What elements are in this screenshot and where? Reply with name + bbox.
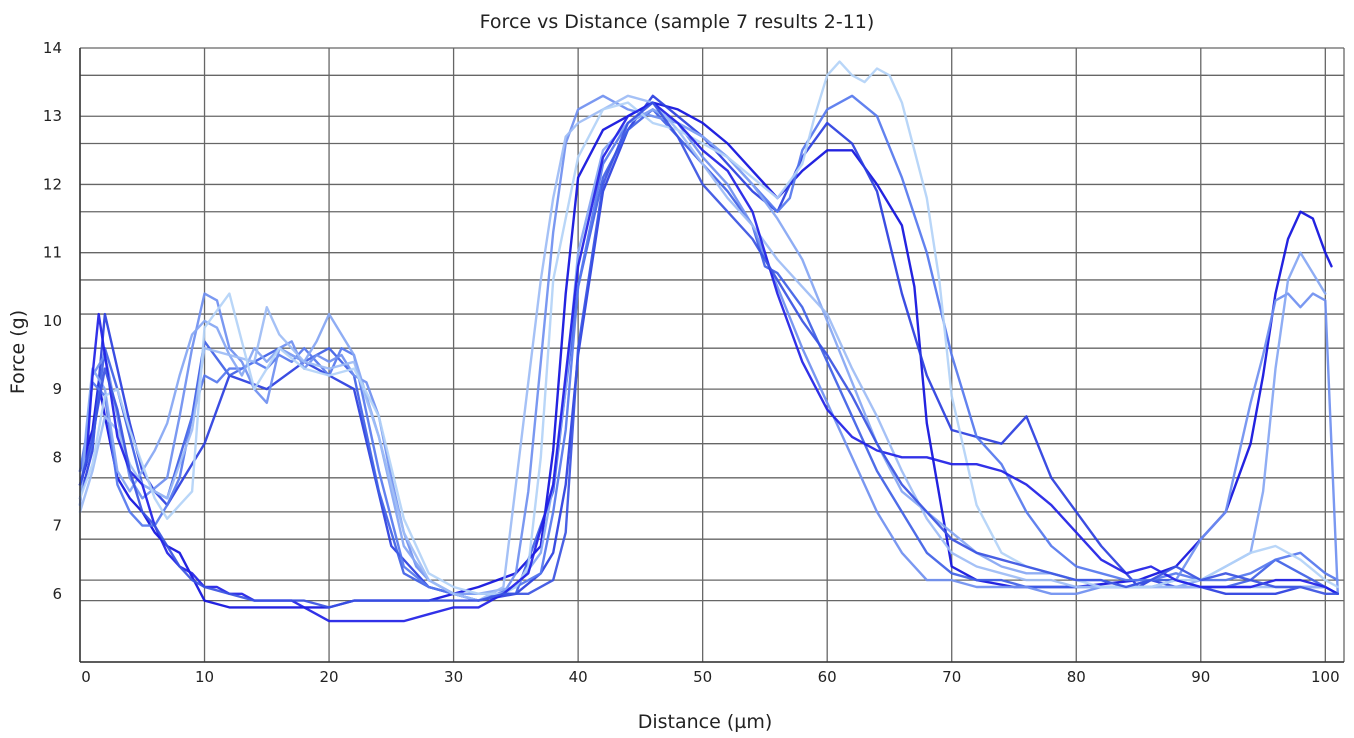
x-tick-label: 100 <box>1311 668 1340 686</box>
x-tick-label: 60 <box>818 668 837 686</box>
x-tick-label: 50 <box>693 668 712 686</box>
axes <box>79 48 1344 663</box>
x-tick-label: 70 <box>942 668 961 686</box>
x-tick-label: 80 <box>1067 668 1086 686</box>
series-line-8 <box>78 60 1340 595</box>
x-tick-label: 20 <box>320 668 339 686</box>
x-tick-label: 30 <box>444 668 463 686</box>
y-tick-label: 9 <box>52 380 62 398</box>
x-tick-label: 0 <box>81 668 91 686</box>
y-axis-label: Force (g) <box>7 310 29 394</box>
y-tick-label: 11 <box>43 244 62 262</box>
y-tick-label: 8 <box>52 448 62 466</box>
y-tick-label: 14 <box>43 39 62 57</box>
y-tick-label: 13 <box>43 107 62 125</box>
x-axis-label: Distance (µm) <box>638 711 773 733</box>
y-tick-labels: 6 7 8 9 10 11 12 13 14 <box>43 39 62 603</box>
x-tick-label: 90 <box>1191 668 1210 686</box>
y-tick-label: 6 <box>52 585 62 603</box>
y-tick-label: 7 <box>52 517 62 535</box>
chart-title: Force vs Distance (sample 7 results 2-11… <box>480 11 875 33</box>
series-layer <box>78 60 1340 623</box>
y-tick-label: 10 <box>43 312 62 330</box>
series-line-9 <box>78 101 1340 623</box>
y-tick-label: 12 <box>43 175 62 193</box>
x-tick-label: 10 <box>195 668 214 686</box>
series-line-4 <box>78 94 1340 602</box>
x-tick-label: 40 <box>569 668 588 686</box>
x-tick-labels: 0 10 20 30 40 50 60 70 80 90 100 <box>81 668 1339 686</box>
series-line-10 <box>78 101 1340 609</box>
